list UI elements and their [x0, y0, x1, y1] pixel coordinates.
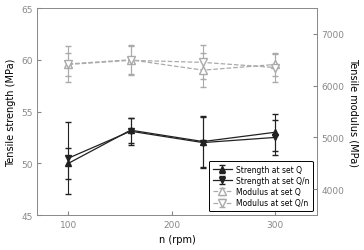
- Legend: Strength at set Q, Strength at set Q/n, Modulus at set Q, Modulus at set Q/n: Strength at set Q, Strength at set Q/n, …: [209, 161, 313, 211]
- Y-axis label: Tensile strength (MPa): Tensile strength (MPa): [5, 58, 16, 166]
- Y-axis label: Tensile modulus (MPa): Tensile modulus (MPa): [348, 58, 359, 166]
- X-axis label: n (rpm): n (rpm): [159, 234, 195, 244]
